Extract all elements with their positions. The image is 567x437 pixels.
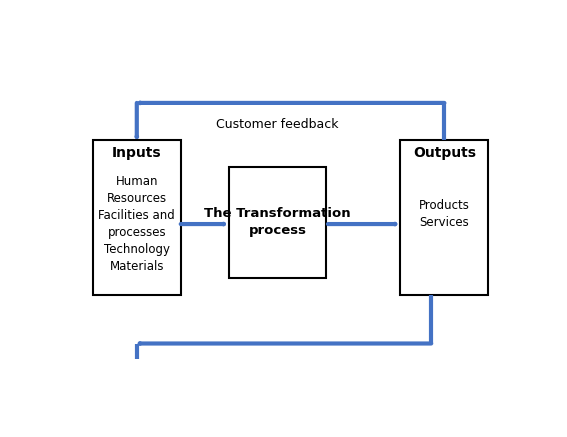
Text: The Transformation
process: The Transformation process — [204, 208, 351, 237]
FancyBboxPatch shape — [93, 140, 181, 295]
Text: Customer feedback: Customer feedback — [216, 118, 338, 131]
FancyBboxPatch shape — [400, 140, 488, 295]
Text: Human
Resources
Facilities and
processes
Technology
Materials: Human Resources Facilities and processes… — [99, 175, 175, 273]
Text: Outputs: Outputs — [413, 146, 476, 160]
Text: Products
Services: Products Services — [419, 199, 470, 229]
Text: Inputs: Inputs — [112, 146, 162, 160]
FancyBboxPatch shape — [229, 167, 325, 278]
